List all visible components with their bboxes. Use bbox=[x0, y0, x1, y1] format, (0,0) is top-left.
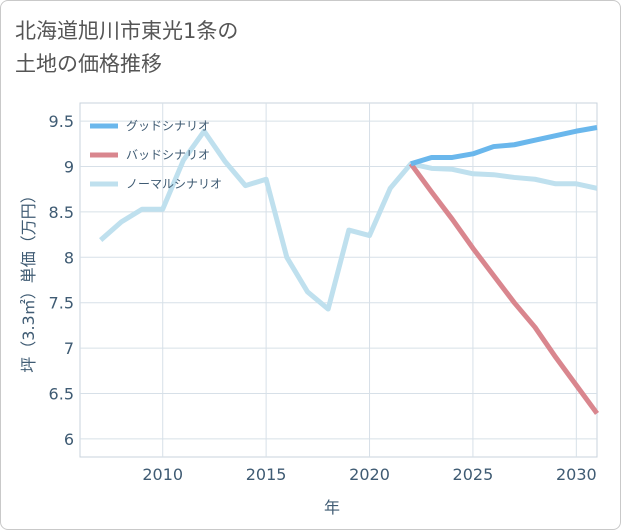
legend-item-1[interactable]: バッドシナリオ bbox=[90, 148, 210, 162]
x-axis-title: 年 bbox=[324, 498, 340, 517]
y-tick-label: 7 bbox=[64, 339, 74, 358]
x-tick-label: 2010 bbox=[142, 465, 183, 484]
x-tick-labels: 2010 2015 2020 2025 2030 bbox=[142, 465, 596, 484]
legend-item-0[interactable]: グッドシナリオ bbox=[90, 119, 210, 133]
legend-label: グッドシナリオ bbox=[126, 119, 210, 133]
y-tick-label: 6 bbox=[64, 430, 74, 449]
x-tick-label: 2030 bbox=[556, 465, 597, 484]
plot-area bbox=[79, 102, 598, 458]
series-lines bbox=[99, 125, 600, 415]
legend-item-2[interactable]: ノーマルシナリオ bbox=[90, 177, 222, 191]
gridlines bbox=[80, 103, 597, 457]
y-tick-label: 9 bbox=[64, 158, 74, 177]
legend-label: バッドシナリオ bbox=[126, 148, 210, 162]
x-tick-label: 2015 bbox=[246, 465, 287, 484]
y-tick-label: 9.5 bbox=[49, 112, 74, 131]
title-line-1: 北海道旭川市東光1条の bbox=[15, 19, 239, 43]
series-line-2 bbox=[99, 128, 598, 312]
y-tick-labels: 6 6.5 7 7.5 8 8.5 9 9.5 bbox=[49, 112, 74, 449]
y-tick-label: 8 bbox=[64, 248, 74, 267]
y-tick-label: 8.5 bbox=[49, 203, 74, 222]
y-tick-label: 7.5 bbox=[49, 294, 74, 313]
x-tick-label: 2020 bbox=[349, 465, 390, 484]
x-tick-label: 2025 bbox=[453, 465, 494, 484]
chart-title: 北海道旭川市東光1条の 土地の価格推移 bbox=[15, 15, 238, 81]
legend-label: ノーマルシナリオ bbox=[126, 177, 222, 191]
y-tick-label: 6.5 bbox=[49, 384, 74, 403]
series-line-1 bbox=[408, 162, 600, 415]
y-axis-title: 坪（3.3㎡）単価（万円） bbox=[19, 187, 38, 372]
title-line-2: 土地の価格推移 bbox=[15, 52, 162, 76]
series-line-0 bbox=[410, 125, 598, 167]
